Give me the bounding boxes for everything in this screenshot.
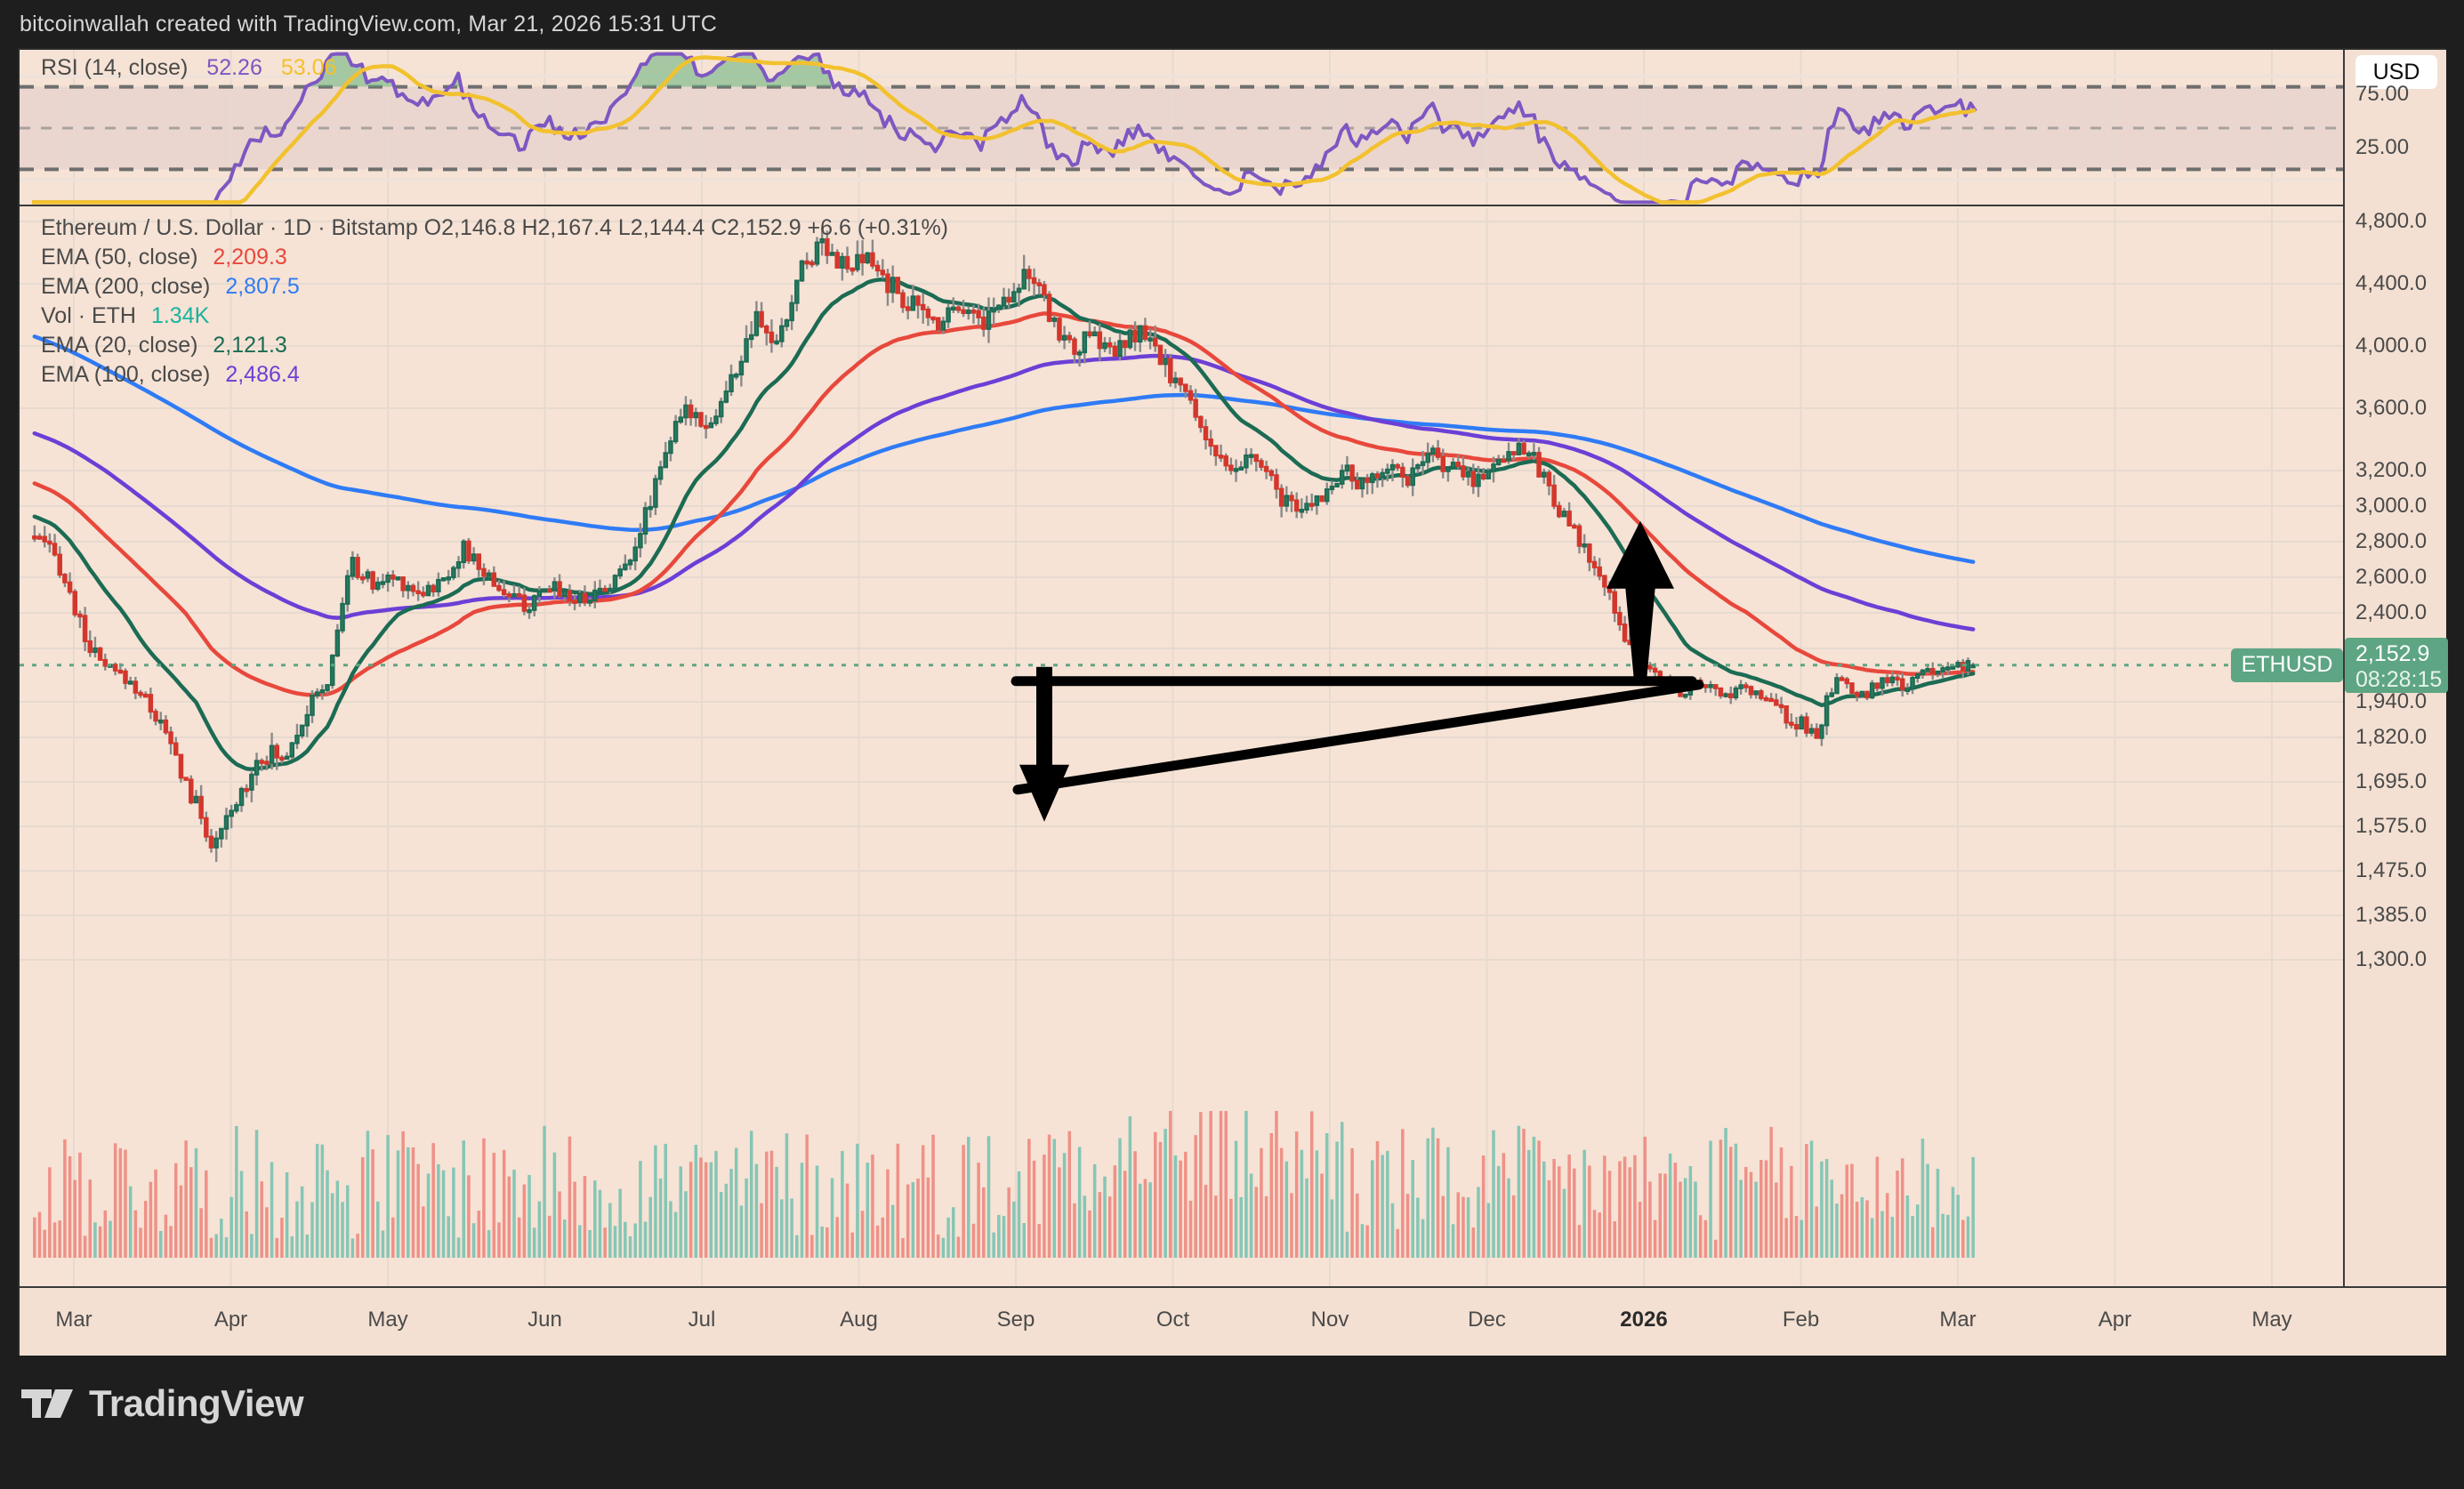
- price-tick: 1,940.0: [2355, 689, 2428, 713]
- legend-ema200-value: 2,807.5: [225, 274, 300, 299]
- price-tick: 4,000.0: [2355, 334, 2428, 358]
- current-price-badge[interactable]: 2,152.9 08:28:15: [2345, 637, 2448, 693]
- time-tick: Dec: [1468, 1308, 1506, 1332]
- legend-ema200-label: EMA (200, close): [41, 274, 211, 299]
- rsi-legend-title: RSI (14, close): [41, 55, 189, 80]
- rsi-legend[interactable]: RSI (14, close) 52.26 53.06: [41, 55, 336, 81]
- time-tick: Jun: [527, 1308, 562, 1332]
- candlestick-plot: [20, 208, 2343, 1286]
- price-tick: 4,400.0: [2355, 271, 2428, 295]
- price-tick: 1,300.0: [2355, 947, 2428, 971]
- legend-ema100: EMA (100, close) 2,486.4: [41, 360, 948, 390]
- legend-ema20: EMA (20, close) 2,121.3: [41, 331, 948, 360]
- symbol-price-label[interactable]: ETHUSD: [2231, 648, 2343, 682]
- time-tick: Apr: [2098, 1308, 2132, 1332]
- time-tick: May: [2251, 1308, 2292, 1332]
- time-tick: Nov: [1310, 1308, 1349, 1332]
- tradingview-wordmark: TradingView: [89, 1382, 304, 1424]
- price-tick: 2,600.0: [2355, 565, 2428, 589]
- price-tick: 3,000.0: [2355, 494, 2428, 518]
- time-tick: Apr: [213, 1308, 248, 1332]
- price-tick: 1,820.0: [2355, 725, 2428, 749]
- tradingview-logo-icon: [21, 1389, 73, 1418]
- legend-ema50-value: 2,209.3: [213, 245, 287, 270]
- price-pane[interactable]: Ethereum / U.S. Dollar · 1D · Bitstamp O…: [20, 208, 2343, 1286]
- price-tick: 1,575.0: [2355, 814, 2428, 838]
- price-tick: 4,800.0: [2355, 209, 2428, 233]
- price-tick: 3,200.0: [2355, 458, 2428, 482]
- header-bar: bitcoinwallah created with TradingView.c…: [0, 0, 2464, 48]
- price-tick: 2,400.0: [2355, 600, 2428, 624]
- time-tick: Sep: [996, 1308, 1035, 1332]
- time-tick: Mar: [1939, 1308, 1977, 1332]
- legend-ema20-label: EMA (20, close): [41, 333, 198, 358]
- legend-ema100-value: 2,486.4: [225, 362, 300, 387]
- price-legend[interactable]: Ethereum / U.S. Dollar · 1D · Bitstamp O…: [41, 213, 948, 390]
- time-axis[interactable]: Mar Apr May Jun Jul Aug Sep Oct Nov Dec 2026 Feb Mar…: [20, 1286, 2446, 1356]
- time-tick: Feb: [1782, 1308, 1820, 1332]
- time-tick: Aug: [840, 1308, 878, 1332]
- legend-volume-label: Vol · ETH: [41, 303, 136, 328]
- legend-ema100-label: EMA (100, close): [41, 362, 211, 387]
- header-attribution-text: bitcoinwallah created with TradingView.c…: [20, 11, 717, 36]
- chart-frame: RSI (14, close) 52.26 53.06 Ethereum / U…: [18, 48, 2448, 1356]
- tradingview-logo: TradingView: [21, 1382, 304, 1425]
- footer-bar: TradingView: [0, 1356, 2464, 1489]
- price-tick: 2,800.0: [2355, 529, 2428, 553]
- price-tick: 1,385.0: [2355, 903, 2428, 927]
- legend-ema50-label: EMA (50, close): [41, 245, 198, 270]
- price-tick: 3,600.0: [2355, 396, 2428, 420]
- time-tick: Jul: [688, 1308, 716, 1332]
- time-tick: May: [367, 1308, 408, 1332]
- rsi-pane[interactable]: RSI (14, close) 52.26 53.06: [20, 50, 2343, 206]
- legend-ema200: EMA (200, close) 2,807.5: [41, 272, 948, 302]
- price-tick: 1,695.0: [2355, 769, 2428, 793]
- rsi-value: 52.26: [206, 55, 262, 80]
- time-tick: Oct: [1156, 1308, 1190, 1332]
- rsi-plot: [20, 50, 2343, 205]
- legend-ema20-value: 2,121.3: [213, 333, 287, 358]
- legend-volume-value: 1.34K: [150, 303, 210, 328]
- bar-countdown: 08:28:15: [2355, 666, 2443, 692]
- time-tick: 2026: [1620, 1308, 1668, 1332]
- price-tick: 1,475.0: [2355, 858, 2428, 882]
- currency-badge[interactable]: USD: [2355, 55, 2437, 89]
- rsi-ma-value: 53.06: [280, 55, 337, 80]
- legend-volume: Vol · ETH 1.34K: [41, 302, 948, 331]
- rsi-tick: 75.00: [2355, 82, 2410, 106]
- current-price-value: 2,152.9: [2355, 640, 2430, 666]
- price-axis[interactable]: USD 4,800.0 4,400.0 4,000.0 3,600.0 3,200.0 3…: [2343, 50, 2448, 1286]
- time-tick: Mar: [55, 1308, 93, 1332]
- symbol-legend-line: Ethereum / U.S. Dollar · 1D · Bitstamp O…: [41, 215, 948, 240]
- rsi-tick: 25.00: [2355, 135, 2410, 159]
- legend-ema50: EMA (50, close) 2,209.3: [41, 243, 948, 272]
